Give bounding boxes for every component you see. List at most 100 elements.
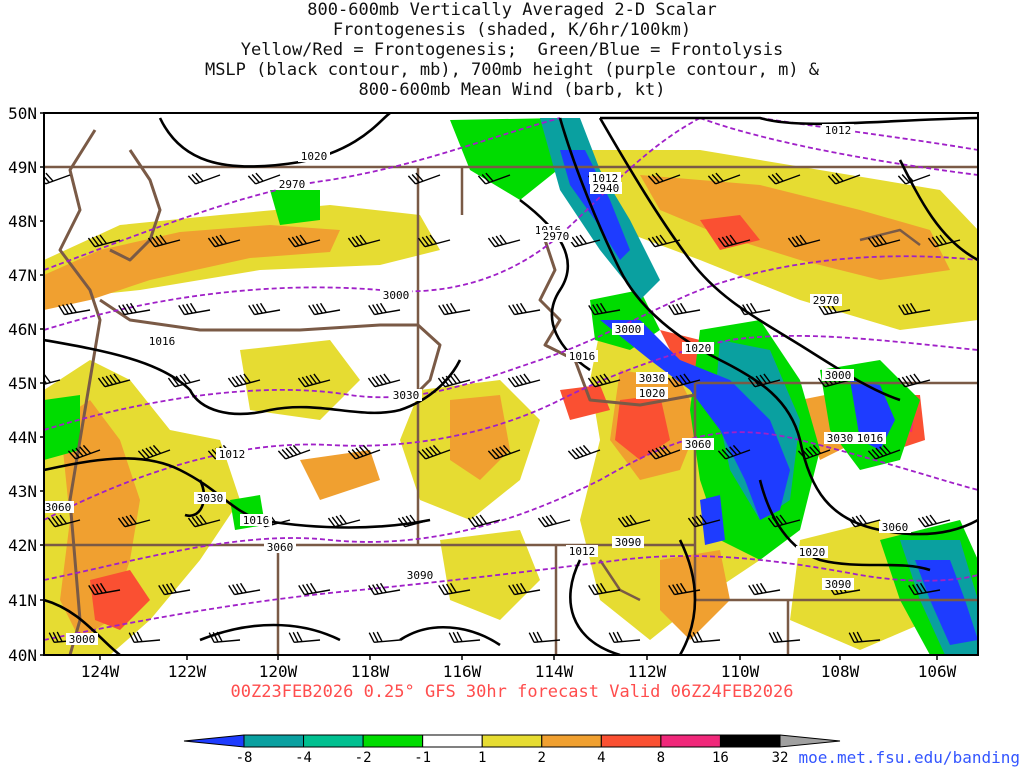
wind-barb xyxy=(397,514,431,528)
lat-label: 43N xyxy=(8,482,37,501)
wind-barb xyxy=(327,514,361,528)
colorbar-swatch xyxy=(362,734,424,748)
wind-barb xyxy=(417,234,451,248)
wind-barb xyxy=(437,373,471,388)
wind-barb xyxy=(768,631,801,643)
contour-label: 2940 xyxy=(593,182,620,195)
wind-barb xyxy=(487,234,521,248)
wind-barb xyxy=(927,234,961,248)
title-line-5: 800-600mb Mean Wind (barb, kt) xyxy=(358,80,666,100)
wind-barb xyxy=(438,302,471,316)
contour-label-bg xyxy=(566,350,598,362)
contour-label: 2970 xyxy=(543,230,570,243)
wind-barb xyxy=(117,514,151,528)
colorbar-label: -1 xyxy=(414,750,431,766)
wind-barb xyxy=(748,582,781,596)
lat-label: 49N xyxy=(8,158,37,177)
colorbar-low-arrow xyxy=(183,734,245,748)
contour-label-bg xyxy=(216,448,248,460)
wind-barb xyxy=(208,631,241,643)
contour-label: 3090 xyxy=(825,578,852,591)
mslp-contour xyxy=(199,623,341,642)
wind-barb xyxy=(367,373,401,388)
credit-link[interactable]: moe.met.fsu.edu/banding xyxy=(798,748,1020,767)
wind-barb xyxy=(567,234,601,248)
mslp-contour xyxy=(758,479,931,572)
contour-label: 2970 xyxy=(813,294,840,307)
wind-barb xyxy=(587,373,621,388)
wind-barb xyxy=(58,302,91,316)
colorbar-swatch xyxy=(719,734,781,748)
wind-barb xyxy=(297,373,331,388)
wind-barb xyxy=(207,234,241,248)
mslp-contour xyxy=(158,113,391,168)
wind-barb xyxy=(167,373,201,388)
wind-barb xyxy=(417,444,451,460)
contour-label: 1016 xyxy=(149,335,176,348)
contour-label: 1016 xyxy=(243,514,270,527)
lat-label: 48N xyxy=(8,212,37,231)
contour-label: 3060 xyxy=(882,521,909,534)
height-contour xyxy=(44,334,978,521)
contour-label: 1020 xyxy=(685,342,712,355)
contour-label-bg xyxy=(636,387,668,399)
wind-barb xyxy=(608,631,641,643)
wind-barb xyxy=(668,582,701,596)
colorbar-label: 4 xyxy=(597,750,605,766)
mslp-contour xyxy=(569,559,621,655)
mslp-contour xyxy=(399,625,501,647)
contour-label-bg xyxy=(540,230,572,242)
contour-label-bg xyxy=(566,545,598,557)
contour-label-bg xyxy=(146,335,178,347)
contour-label-bg xyxy=(380,289,412,301)
wind-barb xyxy=(88,582,121,596)
colorbar-label: -8 xyxy=(236,750,253,766)
wind-barb xyxy=(537,514,571,528)
contour-label: 3090 xyxy=(407,569,434,582)
wind-barb xyxy=(647,234,681,248)
wind-barb xyxy=(588,582,621,596)
lat-label: 42N xyxy=(8,536,37,555)
contour-label-bg xyxy=(810,294,842,306)
colorbar-label: -2 xyxy=(355,750,372,766)
wind-barb xyxy=(867,234,901,248)
mslp-contour xyxy=(600,116,978,126)
lon-label: 106W xyxy=(918,662,957,681)
wind-barb xyxy=(487,444,521,460)
contour-label: 3030 xyxy=(639,372,666,385)
frontolysis-area xyxy=(44,395,80,460)
figure-title: 800-600mb Vertically Averaged 2-D Scalar… xyxy=(0,0,1024,100)
wind-barb xyxy=(688,631,721,643)
border-line xyxy=(538,239,696,407)
frontogenesis-area xyxy=(615,395,670,460)
contour-label: 1012 xyxy=(825,124,852,137)
lat-label: 50N xyxy=(8,104,37,123)
frontolysis-area xyxy=(450,118,570,200)
frontolysis-area xyxy=(270,190,320,225)
contour-label-bg xyxy=(590,182,622,194)
contour-label-bg xyxy=(854,432,886,444)
colorbar-label: 8 xyxy=(657,750,665,766)
forecast-caption: 00Z23FEB2026 0.25° GFS 30hr forecast Val… xyxy=(230,682,794,702)
wind-barb xyxy=(908,582,941,596)
border-line xyxy=(109,149,162,262)
title-line-3: Yellow/Red = Frontogenesis; Green/Blue =… xyxy=(240,40,784,60)
lat-label: 45N xyxy=(8,374,37,393)
wind-barb xyxy=(118,302,151,316)
wind-barb xyxy=(228,582,261,596)
wind-barb xyxy=(368,631,401,643)
wind-barb xyxy=(897,172,931,185)
height-contour xyxy=(44,255,978,431)
contour-label: 1020 xyxy=(639,387,666,400)
wind-barb xyxy=(187,172,221,185)
wind-barb xyxy=(847,514,881,528)
wind-barb xyxy=(227,373,261,388)
colorbar-label: -4 xyxy=(295,750,312,766)
contour-label: 3000 xyxy=(383,289,410,302)
height-contour xyxy=(44,431,978,581)
contour-label: 3060 xyxy=(45,501,72,514)
frontogenesis-area xyxy=(640,175,950,280)
wind-barb xyxy=(347,444,381,460)
lat-label: 40N xyxy=(8,646,37,665)
contour-label-bg xyxy=(44,501,74,513)
